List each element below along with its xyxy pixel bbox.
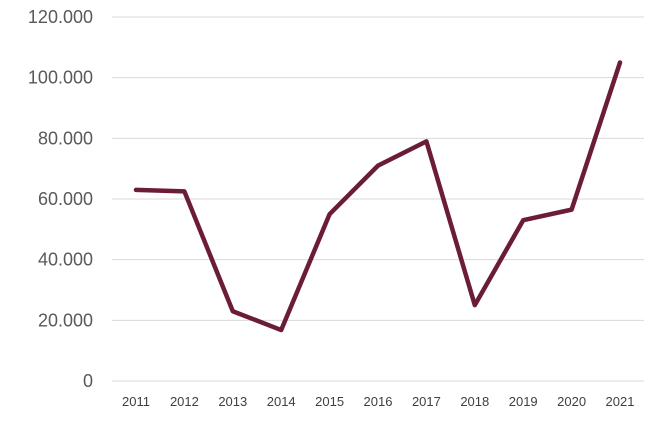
x-tick-label: 2020 [557, 394, 586, 409]
y-tick-label: 40.000 [38, 250, 93, 270]
y-tick-label: 20.000 [38, 310, 93, 330]
x-tick-label: 2017 [412, 394, 441, 409]
x-tick-label: 2012 [170, 394, 199, 409]
y-tick-label: 120.000 [28, 7, 93, 27]
x-tick-label: 2021 [606, 394, 635, 409]
y-tick-label: 60.000 [38, 189, 93, 209]
series-line-0 [133, 60, 623, 333]
x-axis-tick-labels: 2011 2012 2013 2014 2015 2016 2017 2018 2019 2020… [122, 394, 634, 409]
x-tick-label: 2014 [267, 394, 296, 409]
y-tick-label: 80.000 [38, 128, 93, 148]
series-layer [133, 60, 623, 333]
x-tick-label: 2018 [460, 394, 489, 409]
y-tick-label: 100.000 [28, 68, 93, 88]
x-tick-label: 2019 [509, 394, 538, 409]
x-tick-label: 2015 [315, 394, 344, 409]
x-tick-label: 2013 [218, 394, 247, 409]
gridlines [112, 16, 644, 382]
y-axis-tick-labels: 0 20.000 40.000 60.000 80.000 100.000 120.000 [28, 7, 93, 391]
x-tick-label: 2016 [364, 394, 393, 409]
y-tick-label: 0 [83, 371, 93, 391]
x-tick-label: 2011 [122, 394, 150, 409]
